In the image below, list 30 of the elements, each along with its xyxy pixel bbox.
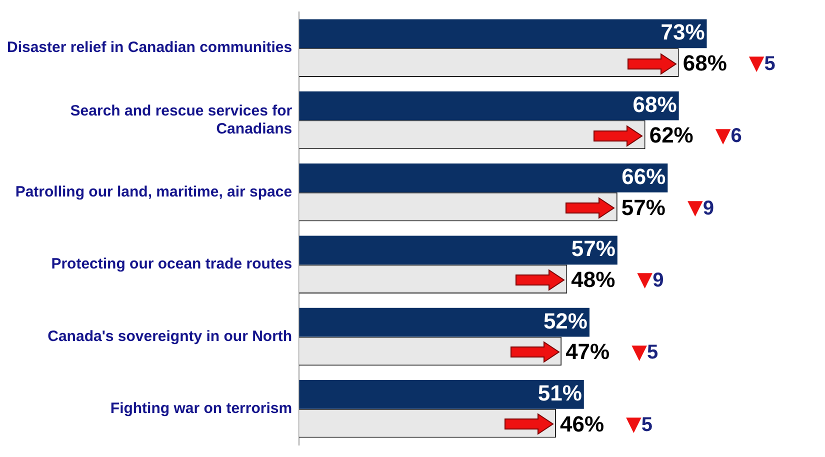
bar	[299, 19, 707, 48]
data-label: 62%	[649, 122, 694, 148]
y-tick-label: Patrolling our land, maritime, air space	[15, 184, 292, 201]
y-tick-label: Disaster relief in Canadian communities	[6, 39, 292, 56]
text: ▼5	[748, 50, 776, 76]
y-tick-label: Fighting war on terrorism	[110, 400, 292, 418]
data-label: 68%	[682, 50, 727, 76]
bar	[299, 308, 590, 337]
annotation: ▼5	[632, 339, 658, 364]
data-label: 73%	[660, 20, 705, 45]
bar	[299, 164, 668, 192]
bar	[299, 380, 584, 409]
annotation: ▼9	[637, 267, 664, 292]
y-tick-label: Search and rescue services for Canadians	[70, 102, 292, 138]
data-label: 48%	[571, 267, 616, 292]
y-tick-label: Protecting our ocean trade routes	[51, 256, 292, 273]
bar	[299, 236, 618, 265]
data-label: 51%	[538, 380, 582, 406]
data-label: 68%	[632, 92, 677, 117]
y-tick-label: Canada's sovereignty in our North	[48, 328, 292, 345]
data-label: 46%	[560, 411, 604, 436]
annotation: ▼5	[626, 412, 653, 436]
annotation: ▼9	[687, 195, 714, 220]
data-label: 66%	[622, 164, 666, 190]
data-label: 47%	[566, 339, 610, 364]
data-label: 57%	[621, 194, 666, 220]
data-label: 52%	[543, 308, 588, 334]
data-label: 57%	[571, 236, 616, 262]
bar	[299, 91, 679, 120]
text: ▼6	[715, 122, 742, 148]
